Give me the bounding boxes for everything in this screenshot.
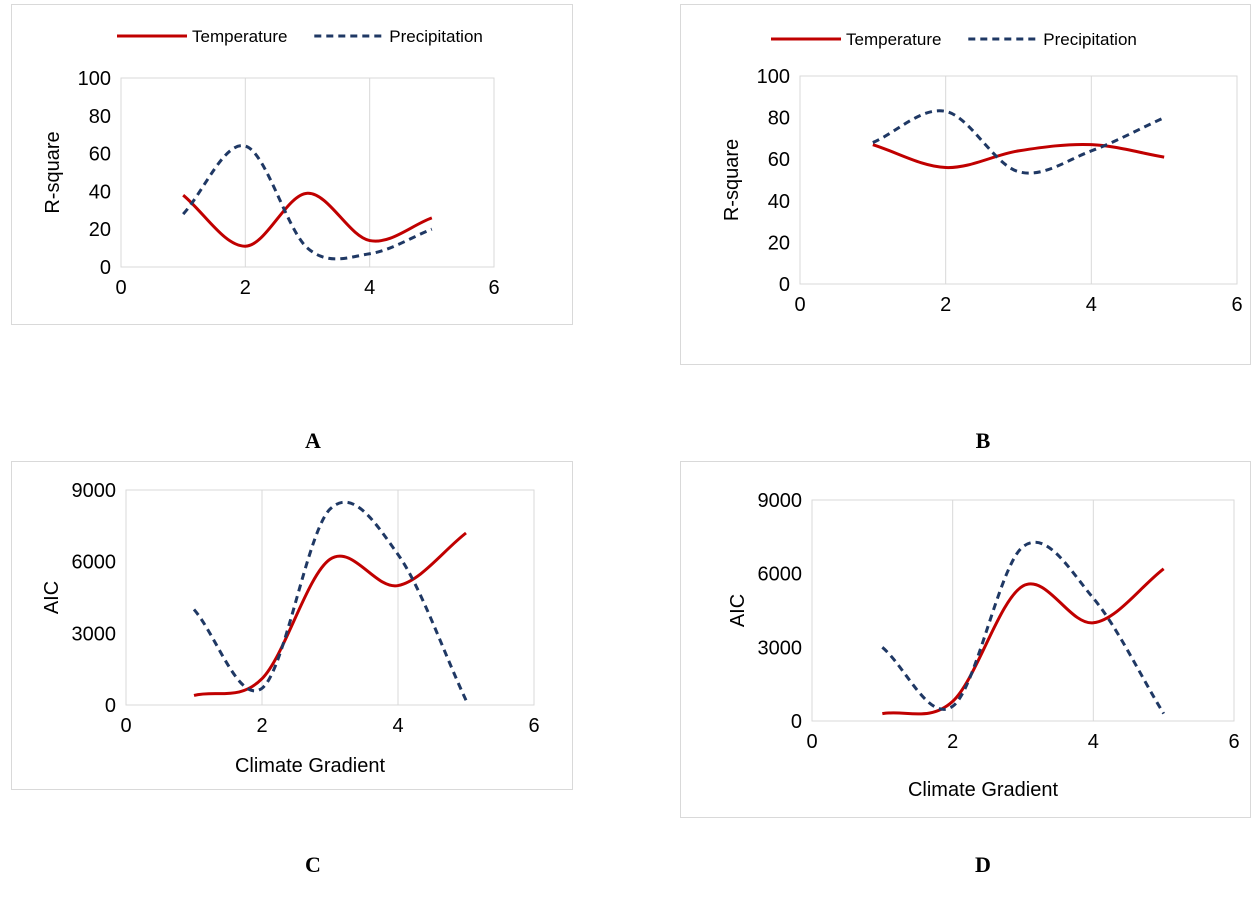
y-tick-label: 20 xyxy=(89,219,111,241)
series-line-precipitation xyxy=(881,540,1165,715)
y-axis-label: R-square xyxy=(721,139,743,221)
y-axis-label: AIC xyxy=(41,581,63,614)
y-tick-label: 40 xyxy=(768,191,790,213)
x-tick-label: 6 xyxy=(488,277,499,299)
plot-area xyxy=(125,489,535,706)
plot-area xyxy=(120,77,495,268)
y-tick-label: 60 xyxy=(89,144,111,166)
x-tick-label: 6 xyxy=(528,715,539,737)
x-tick-label: 4 xyxy=(392,715,403,737)
x-tick-label: 0 xyxy=(120,715,131,737)
x-tick-label: 2 xyxy=(947,731,958,753)
chart-d-svg: 0 2 4 6 0 3000 6000 9000 AIC Climate Gradient xyxy=(727,490,1240,801)
y-tick-label: 6000 xyxy=(72,552,117,574)
y-tick-label: 9000 xyxy=(72,480,117,502)
plot-area xyxy=(811,499,1235,722)
series-line-temperature xyxy=(182,191,433,248)
y-tick-label: 60 xyxy=(768,149,790,171)
x-tick-label: 0 xyxy=(794,294,805,316)
figure-label-c: C xyxy=(305,852,321,877)
x-tick-label: 4 xyxy=(1088,731,1099,753)
x-tick-label: 4 xyxy=(364,277,375,299)
figure-label-a: A xyxy=(305,428,321,453)
x-tick-label: 2 xyxy=(940,294,951,316)
legend-label-precipitation: Precipitation xyxy=(389,27,483,46)
series-line-temperature xyxy=(193,531,467,697)
plot-area xyxy=(799,75,1238,285)
y-tick-label: 6000 xyxy=(758,564,803,586)
x-tick-label: 0 xyxy=(806,731,817,753)
x-axis-label: Climate Gradient xyxy=(908,779,1059,801)
y-tick-label: 80 xyxy=(89,106,111,128)
legend-label-temperature: Temperature xyxy=(192,27,287,46)
chart-panel-a: 0 2 4 6 0 20 40 60 80 100 R-square Temperature Preci… xyxy=(11,4,573,325)
x-tick-label: 0 xyxy=(115,277,126,299)
series-line-temperature xyxy=(882,567,1165,716)
x-tick-label: 2 xyxy=(240,277,251,299)
y-tick-label: 20 xyxy=(768,232,790,254)
y-axis-label: R-square xyxy=(42,131,64,213)
figure-label-d: D xyxy=(975,852,991,877)
x-axis-label: Climate Gradient xyxy=(235,755,386,777)
figure-label-b: B xyxy=(975,428,991,453)
chart-panel-d: 0 2 4 6 0 3000 6000 9000 AIC Climate Gradient xyxy=(680,461,1251,818)
y-tick-label: 0 xyxy=(779,274,790,296)
y-tick-label: 3000 xyxy=(72,623,117,645)
series-line-temperature xyxy=(872,142,1165,170)
x-tick-label: 2 xyxy=(256,715,267,737)
chart-panel-b: 0 2 4 6 0 20 40 60 80 100 R-square Temperature Preci… xyxy=(680,4,1251,365)
y-tick-label: 80 xyxy=(768,108,790,130)
series-line-precipitation xyxy=(192,500,468,701)
y-tick-label: 3000 xyxy=(758,637,803,659)
y-tick-label: 100 xyxy=(78,68,111,90)
y-axis-label: AIC xyxy=(727,594,749,627)
y-tick-label: 100 xyxy=(757,66,790,88)
x-tick-label: 6 xyxy=(1231,294,1242,316)
y-tick-label: 0 xyxy=(100,257,111,279)
y-tick-label: 0 xyxy=(105,695,116,717)
x-tick-label: 6 xyxy=(1228,731,1239,753)
series-line-precipitation xyxy=(872,109,1165,175)
chart-panel-c: 0 2 4 6 0 3000 6000 9000 AIC Climate Gradient xyxy=(11,461,573,790)
legend-label-precipitation: Precipitation xyxy=(1043,30,1137,49)
y-tick-label: 0 xyxy=(791,711,802,733)
legend-label-temperature: Temperature xyxy=(846,30,941,49)
series-line-precipitation xyxy=(182,144,433,261)
chart-c-svg: 0 2 4 6 0 3000 6000 9000 AIC Climate Gradient xyxy=(41,480,540,777)
x-tick-label: 4 xyxy=(1086,294,1097,316)
y-tick-label: 9000 xyxy=(758,490,803,512)
y-tick-label: 40 xyxy=(89,181,111,203)
